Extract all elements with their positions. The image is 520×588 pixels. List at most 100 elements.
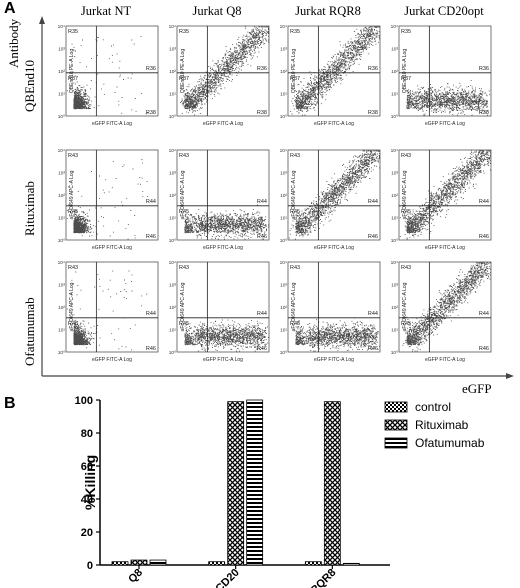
region-label: R45 [290,209,300,215]
region-label: R38 [479,110,489,116]
scatter-plot-r3-c1: R43 R44 R45 R46 10⁰ 10¹ 10² 10³ 10⁴ aFc DI649 APC… [58,260,159,363]
region-label: R35 [290,29,300,35]
panel-y-axis-label: aFc DI649 APC-A Log [180,170,186,219]
y-tick-label: 10¹ [280,328,287,334]
y-tick-label: 10³ [280,171,287,177]
scatter-plot-r1-c1: R35 R36 R37 R38 10⁰ 10¹ 10² 10³ 10⁴ QBEnd10 PE-A … [58,24,159,127]
y-tick-label: 10² [391,193,398,199]
panel-y-axis-label: QBEnd10 PE-A Log [291,49,297,93]
scatter-plot-r3-c3: R43 R44 R45 R46 10⁰ 10¹ 10² 10³ 10⁴ aFc DI649 APC… [280,260,381,363]
y-tick-label: 10³ [280,47,287,53]
y-tick-label: 10³ [169,47,176,53]
y-tick-label: 10¹ [280,216,287,222]
scatter-points [66,270,148,351]
panel-x-axis-label: eGFP FITC-A Log [425,121,465,127]
column-header-jurkat-q8: Jurkat Q8 [192,4,242,18]
killing-bar-chart: 0 20 40 60 80 100 Q8 CD20 RQR8 control Rituximab O… [75,395,485,588]
panel-x-axis-label: eGFP FITC-A Log [425,245,465,251]
scatter-plot-r2-c1: R43 R44 R45 R46 10⁰ 10¹ 10² 10³ 10⁴ aFc DI649 APC… [58,148,159,251]
y-tick-label: 10⁴ [169,24,176,30]
panel-a-label: A [4,0,16,17]
region-label: R43 [401,265,411,271]
chart-legend: control Rituximab Ofatumumab [384,400,485,450]
region-label: R37 [401,76,411,82]
scatter-plot-r2-c2: R43 R44 R45 R46 10⁰ 10¹ 10² 10³ 10⁴ aFc DI649 APC… [169,148,270,251]
y-tick-label: 10² [58,69,65,75]
scatter-plot-r1-c4: R35 R36 R37 R38 10⁰ 10¹ 10² 10³ 10⁴ QBEnd10 PE-A … [391,24,492,127]
y-tick-label: 10³ [58,283,65,289]
region-label: R45 [401,321,411,327]
region-label: R44 [368,311,378,317]
region-label: R43 [68,153,78,159]
scatter-points [406,79,491,116]
y-tick-label: 10⁰ [169,238,176,244]
y-tick-label: 10³ [391,171,398,177]
region-label: R37 [290,76,300,82]
y-tick-label: 10³ [391,283,398,289]
region-label: R46 [257,346,267,352]
y-tick-label: 0 [87,560,93,572]
y-tick-label: 10⁰ [58,114,65,120]
y-tick-label: 10¹ [58,328,65,334]
region-label: R46 [368,346,378,352]
region-label: R38 [368,110,378,116]
bar-ofatumumab-cd20 [246,399,264,566]
y-tick-label: 10¹ [169,216,176,222]
region-label: R46 [479,346,489,352]
legend-swatch-ofatumumab [384,437,408,449]
column-header-jurkat-cd20opt: Jurkat CD20opt [404,4,484,18]
y-tick-label: 10¹ [391,328,398,334]
panel-y-axis-label: aFc DI649 APC-A Log [402,282,408,331]
panel-x-axis-label: eGFP FITC-A Log [425,357,465,363]
y-tick-label: 10⁴ [391,260,398,266]
panel-y-axis-label: QBEnd10 PE-A Log [402,49,408,93]
y-tick-label: 80 [81,428,93,440]
y-tick-label: 10² [280,69,287,75]
column-header-jurkat-nt: Jurkat NT [80,4,132,18]
x-category-label: CD20 [213,567,241,588]
y-tick-label: 10¹ [169,328,176,334]
region-label: R44 [368,199,378,205]
panel-x-axis-label: eGFP FITC-A Log [203,245,243,251]
y-tick-label: 10¹ [280,92,287,98]
y-tick-label: 10¹ [169,92,176,98]
y-tick-label: 10¹ [391,216,398,222]
region-label: R44 [479,199,489,205]
region-label: R35 [179,29,189,35]
bar-ofatumumab-rqr8 [342,562,360,566]
scatter-plot-r3-c2: R43 R44 R45 R46 10⁰ 10¹ 10² 10³ 10⁴ aFc DI649 APC… [169,260,270,363]
y-tick-label: 10² [169,69,176,75]
scatter-points [180,26,269,116]
y-tick-label: 10³ [58,47,65,53]
bar-ofatumumab-q8 [149,559,167,566]
y-tick-label: 10⁰ [280,238,287,244]
region-label: R43 [68,265,78,271]
scatter-points [184,319,269,352]
scatter-points [66,159,149,240]
bar-rituximab-cd20 [227,401,245,566]
y-tick-label: 10⁴ [391,148,398,154]
panel-x-axis-label: eGFP FITC-A Log [92,245,132,251]
panel-y-axis-label: aFc DI649 APC-A Log [69,282,75,331]
y-tick-label: 10² [280,193,287,199]
legend-label-ofatumumab: Ofatumumab [415,436,485,450]
bar-control-rqr8 [304,561,322,566]
x-category-label: Q8 [126,567,145,586]
panel-y-axis-label: aFc DI649 APC-A Log [180,282,186,331]
y-tick-label: 10³ [169,283,176,289]
y-tick-label: 10² [169,305,176,311]
column-header-jurkat-rqr8: Jurkat RQR8 [295,4,361,18]
panel-x-axis-label: eGFP FITC-A Log [314,121,354,127]
y-tick-label: 10¹ [58,216,65,222]
y-tick-label: 10⁴ [391,24,398,30]
scatter-points [399,150,491,240]
region-label: R37 [68,76,78,82]
y-tick-label: 10⁴ [58,24,65,30]
scatter-plot-r3-c4: R43 R44 R45 R46 10⁰ 10¹ 10² 10³ 10⁴ aFc DI649 APC… [391,260,492,363]
y-tick-label: 20 [81,527,93,539]
panel-y-axis-label: QBEnd10 PE-A Log [69,49,75,93]
region-label: R44 [146,199,156,205]
region-label: R43 [179,265,189,271]
region-label: R36 [479,66,489,72]
y-tick-label: 10⁰ [169,114,176,120]
